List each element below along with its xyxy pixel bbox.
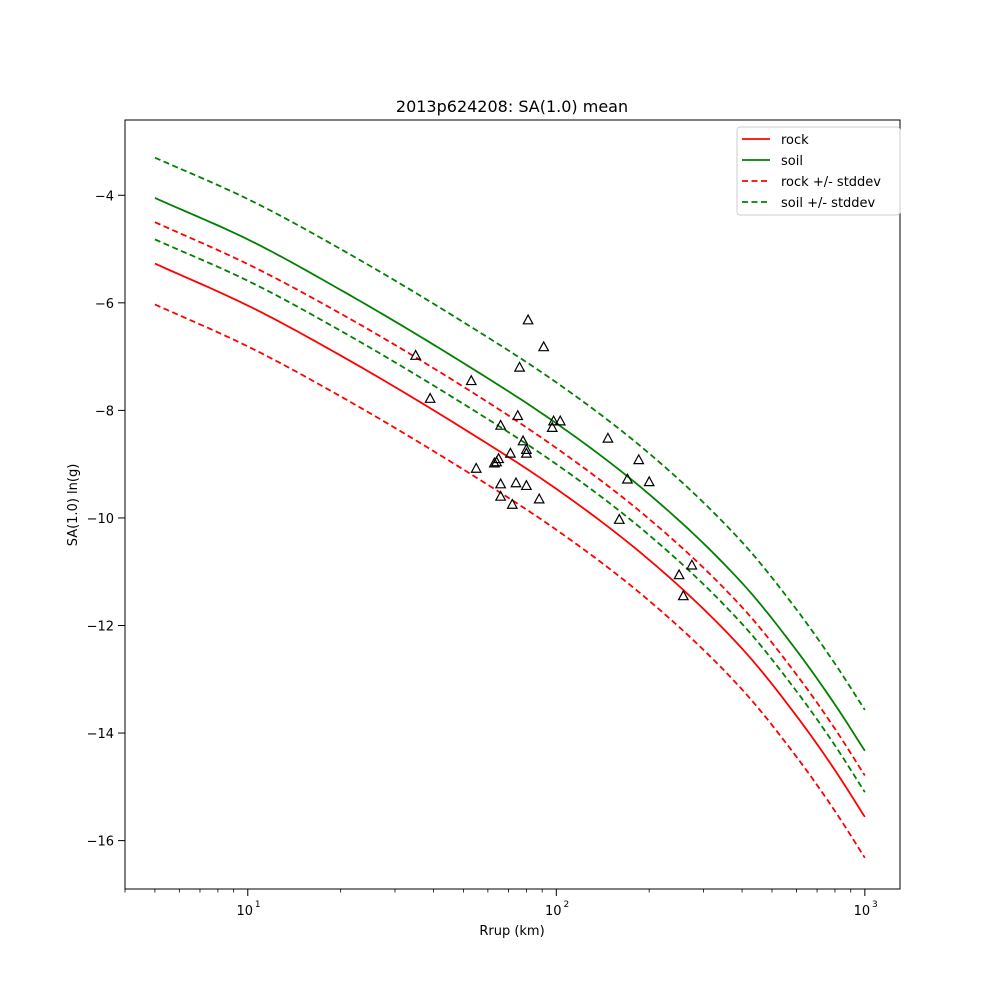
x-tick-label: 10 xyxy=(545,904,562,919)
observation-point xyxy=(632,453,645,465)
y-axis: −16 −14 −12 −10 −8 −6 −4 xyxy=(87,189,125,850)
series-line-stddev-3 xyxy=(154,303,866,859)
observation-point xyxy=(537,340,550,352)
chart-title: 2013p624208: SA(1.0) mean xyxy=(396,97,628,116)
observation-point xyxy=(621,472,634,484)
observation-point xyxy=(494,477,507,489)
observation-point xyxy=(510,476,522,488)
legend-frame xyxy=(736,126,901,216)
observation-point xyxy=(520,479,533,491)
plot-area-frame xyxy=(124,119,901,890)
y-tick-label: −4 xyxy=(95,189,114,204)
x-axis-label: Rrup (km) xyxy=(479,924,544,939)
observation-point xyxy=(517,434,529,446)
observation-point xyxy=(512,409,524,421)
series-line-soil-1 xyxy=(154,197,866,752)
observation-point xyxy=(504,447,517,458)
observation-point xyxy=(494,419,507,430)
x-tick-label-exponent: 3 xyxy=(872,900,878,910)
series-line-stddev-5 xyxy=(154,238,866,793)
observation-point xyxy=(546,421,558,432)
x-tick-label-exponent: 2 xyxy=(563,900,569,910)
observation-point xyxy=(513,361,526,372)
x-tick-label: 10 xyxy=(854,904,871,919)
legend-label: rock +/- stddev xyxy=(781,175,881,190)
observation-point xyxy=(522,313,534,325)
observation-point xyxy=(547,414,560,426)
observation-point xyxy=(492,452,505,464)
y-tick-label: −12 xyxy=(87,619,114,634)
y-tick-label: −8 xyxy=(95,404,114,419)
observation-point xyxy=(494,490,507,501)
observation-markers-group xyxy=(409,313,698,601)
observation-point xyxy=(533,492,545,504)
legend-label: soil +/- stddev xyxy=(781,196,876,211)
series-line-rock-0 xyxy=(154,262,866,818)
legend: rock soil rock +/- stddev soil +/- stddev xyxy=(736,126,901,216)
observation-point xyxy=(470,462,482,473)
observation-point xyxy=(643,475,655,487)
observation-point xyxy=(424,392,436,403)
observation-point xyxy=(506,498,519,509)
observation-point xyxy=(409,349,422,360)
x-axis: 10 1 10 2 10 3 xyxy=(124,889,878,919)
observation-point xyxy=(520,447,533,458)
y-tick-label: −14 xyxy=(87,727,114,742)
observation-point xyxy=(465,374,477,386)
observation-point xyxy=(602,432,614,443)
observation-point xyxy=(677,589,690,601)
series-line-soil-stddev-4 xyxy=(154,156,866,711)
y-tick-label: −16 xyxy=(87,835,114,850)
observation-point xyxy=(686,559,698,570)
observation-point xyxy=(613,513,626,524)
curves-group xyxy=(154,156,866,859)
observation-point xyxy=(554,414,567,426)
y-tick-label: −6 xyxy=(95,297,114,312)
y-axis-label: SA(1.0) ln(g) xyxy=(66,464,81,547)
series-line-rock-stddev-2 xyxy=(154,221,866,777)
y-tick-label: −10 xyxy=(87,512,114,527)
legend-label: soil xyxy=(781,154,803,169)
observation-point xyxy=(520,443,533,454)
x-tick-label: 10 xyxy=(237,904,254,919)
observation-point xyxy=(673,568,685,580)
x-tick-label-exponent: 1 xyxy=(255,900,261,910)
legend-label: rock xyxy=(781,133,809,148)
